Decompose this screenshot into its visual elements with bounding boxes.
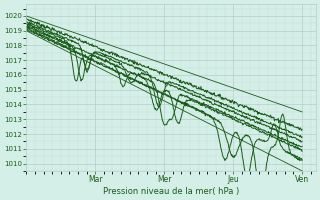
X-axis label: Pression niveau de la mer( hPa ): Pression niveau de la mer( hPa ) — [103, 187, 239, 196]
